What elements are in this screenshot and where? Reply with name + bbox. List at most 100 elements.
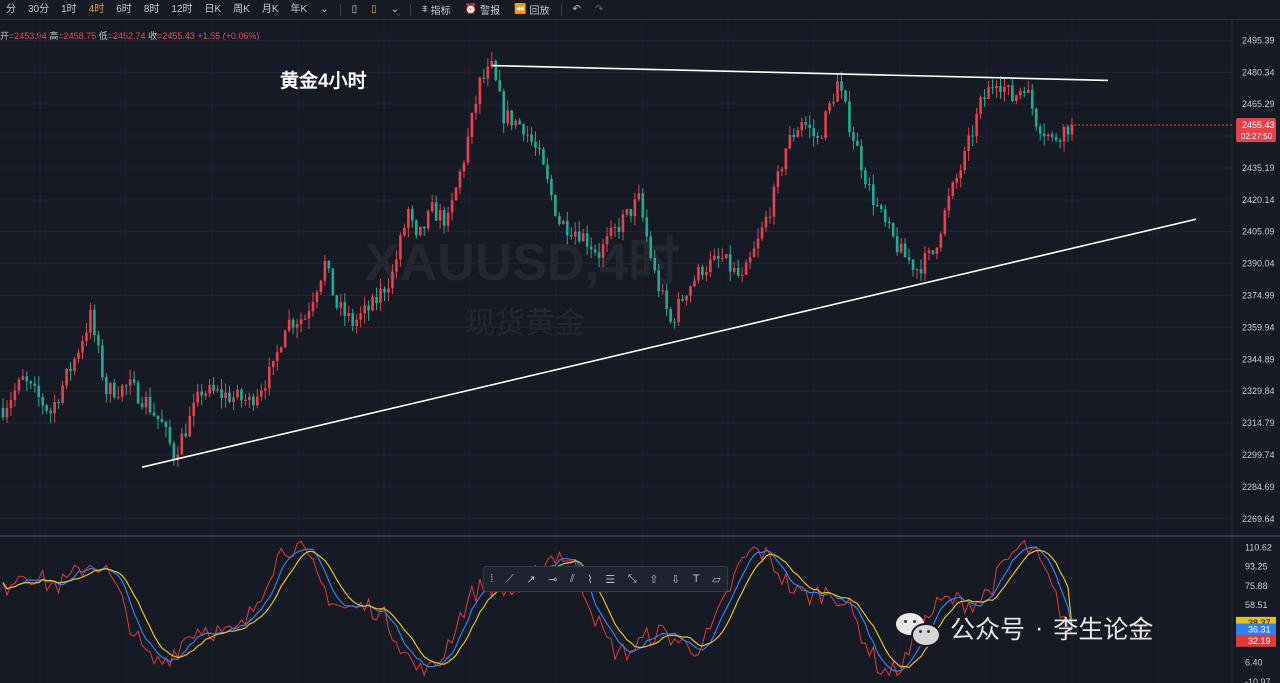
fib-tool-icon[interactable]: ☰ xyxy=(605,573,616,586)
interval-2[interactable]: 1时 xyxy=(61,4,77,15)
candle xyxy=(995,86,998,88)
candle xyxy=(1015,95,1018,102)
redo-icon[interactable]: ↷ xyxy=(594,4,604,15)
candle xyxy=(728,254,732,272)
candle xyxy=(196,391,200,403)
price-tick-label: 2465.29 xyxy=(1242,99,1275,109)
osc-tick-label: 58.51 xyxy=(1245,600,1268,610)
candle xyxy=(5,407,9,418)
candle xyxy=(1050,134,1054,137)
arrow-up-tool-icon[interactable]: ⇧ xyxy=(649,573,659,586)
candle xyxy=(709,259,712,272)
chart-style-dropdown-icon[interactable]: ⌄ xyxy=(390,4,399,15)
osc-yellow-tag-value: 38.37 xyxy=(1248,618,1271,628)
candle xyxy=(1042,133,1046,137)
close-label: 收 xyxy=(148,31,158,41)
candle xyxy=(605,236,609,245)
interval-1[interactable]: 30分 xyxy=(28,4,50,15)
candle xyxy=(935,247,939,254)
indicators-button[interactable]: ⩨ 指标 xyxy=(422,4,451,17)
shape-tool-icon[interactable]: ▱ xyxy=(712,573,721,586)
candle xyxy=(248,396,251,401)
candle xyxy=(160,419,164,423)
wechat-icon xyxy=(896,611,941,647)
candle xyxy=(355,319,358,326)
candle xyxy=(359,313,362,320)
candle xyxy=(120,385,124,397)
candle xyxy=(236,389,239,398)
candle xyxy=(180,433,184,455)
interval-9[interactable]: 月K xyxy=(261,4,279,15)
candle xyxy=(414,220,418,236)
close-value: 2455.43 xyxy=(162,31,195,41)
interval-3[interactable]: 4时 xyxy=(88,4,105,15)
candle xyxy=(116,396,120,398)
candle xyxy=(736,267,740,276)
arrow-down-tool-icon[interactable]: ⇩ xyxy=(671,573,681,586)
interval-dropdown-icon[interactable]: ⌄ xyxy=(320,4,329,15)
candle xyxy=(597,252,601,258)
candle xyxy=(760,227,764,239)
price-tick-label: 2435.19 xyxy=(1242,163,1275,173)
price-tick-label: 2480.34 xyxy=(1242,67,1275,77)
candle xyxy=(454,187,458,201)
candle xyxy=(883,209,887,222)
ray-tool-icon[interactable]: ↗ xyxy=(526,573,536,586)
interval-6[interactable]: 12时 xyxy=(171,4,193,15)
bar-style-icon[interactable]: ▯ xyxy=(351,4,358,15)
candle xyxy=(260,390,263,397)
candle xyxy=(593,249,597,253)
candle xyxy=(188,415,192,437)
candle xyxy=(665,290,668,309)
parallel-channel-tool-icon[interactable]: ⫽ xyxy=(569,572,575,585)
interval-0[interactable]: 分 xyxy=(6,4,16,15)
candle-style-icon[interactable]: ▯ xyxy=(371,4,377,15)
candle xyxy=(323,260,327,281)
candle xyxy=(987,87,990,99)
candle xyxy=(939,233,943,248)
price-tag xyxy=(1236,118,1276,143)
candle xyxy=(879,205,883,210)
candle xyxy=(9,400,13,408)
candle xyxy=(724,254,728,258)
candle xyxy=(430,202,434,212)
candle xyxy=(335,295,339,308)
candle xyxy=(744,262,748,275)
candle xyxy=(875,205,879,207)
polyline-tool-icon[interactable]: ⌇ xyxy=(587,573,593,586)
candle xyxy=(470,112,474,137)
interval-10[interactable]: 年K xyxy=(290,4,308,15)
candle xyxy=(494,60,498,81)
osc-tick-label: 93.25 xyxy=(1245,562,1268,572)
candle xyxy=(514,120,517,126)
interval-4[interactable]: 6时 xyxy=(116,4,132,15)
text-tool-icon[interactable]: T xyxy=(692,573,700,585)
trendline-tool-icon[interactable]: ⟋ xyxy=(505,572,514,585)
measure-tool-icon[interactable]: ⤡ xyxy=(627,572,637,585)
candle xyxy=(375,297,378,303)
candle xyxy=(685,295,688,301)
candle xyxy=(907,257,911,260)
candle xyxy=(562,220,565,225)
candle xyxy=(991,87,994,89)
candle xyxy=(172,443,176,460)
alert-button[interactable]: ⏰ 警报 xyxy=(464,4,501,17)
undo-icon[interactable]: ↶ xyxy=(572,4,581,15)
candle xyxy=(212,384,215,391)
interval-7[interactable]: 日K xyxy=(204,4,222,15)
candle xyxy=(621,214,625,233)
interval-5[interactable]: 8时 xyxy=(143,4,160,15)
candle xyxy=(629,209,633,217)
price-tick-label: 2314.79 xyxy=(1242,418,1275,428)
candle xyxy=(550,178,553,196)
drag-handle-icon[interactable]: ⁞ xyxy=(490,573,494,585)
candle xyxy=(864,170,867,185)
horizontal-line-tool-icon[interactable]: ⊸ xyxy=(548,573,558,586)
candle xyxy=(581,233,585,242)
osc-tick-label: 110.62 xyxy=(1245,542,1272,552)
price-tick-label: 2329.84 xyxy=(1242,386,1275,396)
brand-name: 李生论金 xyxy=(1053,616,1154,644)
replay-button[interactable]: ⏪ 回放 xyxy=(514,4,550,17)
interval-8[interactable]: 周K xyxy=(233,4,250,15)
